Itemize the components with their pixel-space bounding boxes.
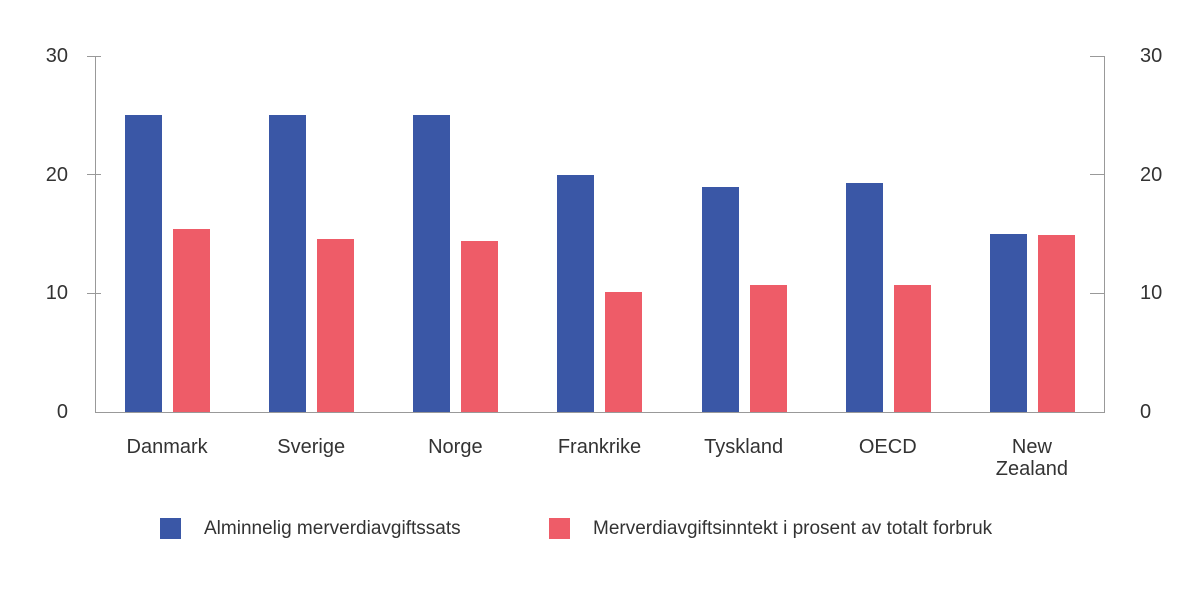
y-tick-mark-left	[87, 292, 101, 294]
y-tick-label-left: 20	[45, 163, 68, 186]
bar-revenue-new-zealand	[1037, 235, 1075, 412]
y-axis-line-right	[1104, 56, 1105, 412]
y-tick-mark-left	[87, 174, 101, 176]
bar-rate-frankrike	[557, 174, 595, 412]
category-label-oecd: OECD	[858, 436, 917, 458]
y-tick-mark-right	[1090, 292, 1104, 294]
legend-swatch-blue	[160, 518, 181, 539]
bar-revenue-oecd	[893, 285, 931, 412]
y-tick-label-left: 10	[45, 282, 68, 305]
y-tick-mark-left	[87, 55, 101, 57]
legend-item-revenue: Merverdiavgiftsinntekt i prosent av tota…	[549, 518, 992, 539]
x-axis-baseline	[95, 412, 1105, 413]
y-tick-mark-right	[1090, 174, 1104, 176]
bar-revenue-tyskland	[749, 285, 787, 412]
bar-rate-tyskland	[701, 186, 739, 412]
y-tick-label-right: 20	[1140, 163, 1163, 186]
bar-revenue-frankrike	[605, 292, 643, 412]
category-label-new-zealand: New Zealand	[995, 436, 1069, 480]
category-label-sverige: Sverige	[277, 436, 346, 458]
y-axis-line-left	[95, 56, 96, 412]
bar-rate-sverige	[269, 115, 307, 412]
y-tick-label-left: 30	[45, 45, 68, 67]
y-tick-label-left: 0	[56, 401, 68, 423]
category-label-norge: Norge	[428, 436, 483, 458]
legend-swatch-red	[549, 518, 570, 539]
bar-rate-danmark	[125, 115, 162, 412]
y-tick-label-right: 0	[1140, 401, 1152, 423]
bar-rate-norge	[413, 115, 451, 412]
category-label-tyskland: Tyskland	[704, 436, 784, 458]
bar-rate-new-zealand	[989, 234, 1027, 412]
legend-label: Alminnelig merverdiavgiftssats	[204, 518, 461, 539]
bar-rate-oecd	[845, 182, 883, 412]
bar-revenue-norge	[461, 241, 499, 412]
legend-item-rate: Alminnelig merverdiavgiftssats	[160, 518, 461, 539]
category-label-danmark: Danmark	[126, 436, 208, 458]
bar-revenue-danmark	[173, 229, 210, 412]
y-tick-label-right: 10	[1140, 282, 1163, 305]
y-tick-mark-right	[1090, 55, 1104, 57]
legend-label: Merverdiavgiftsinntekt i prosent av tota…	[593, 518, 993, 539]
category-label-frankrike: Frankrike	[557, 436, 642, 458]
y-tick-label-right: 30	[1140, 45, 1163, 67]
bar-revenue-sverige	[317, 238, 355, 412]
